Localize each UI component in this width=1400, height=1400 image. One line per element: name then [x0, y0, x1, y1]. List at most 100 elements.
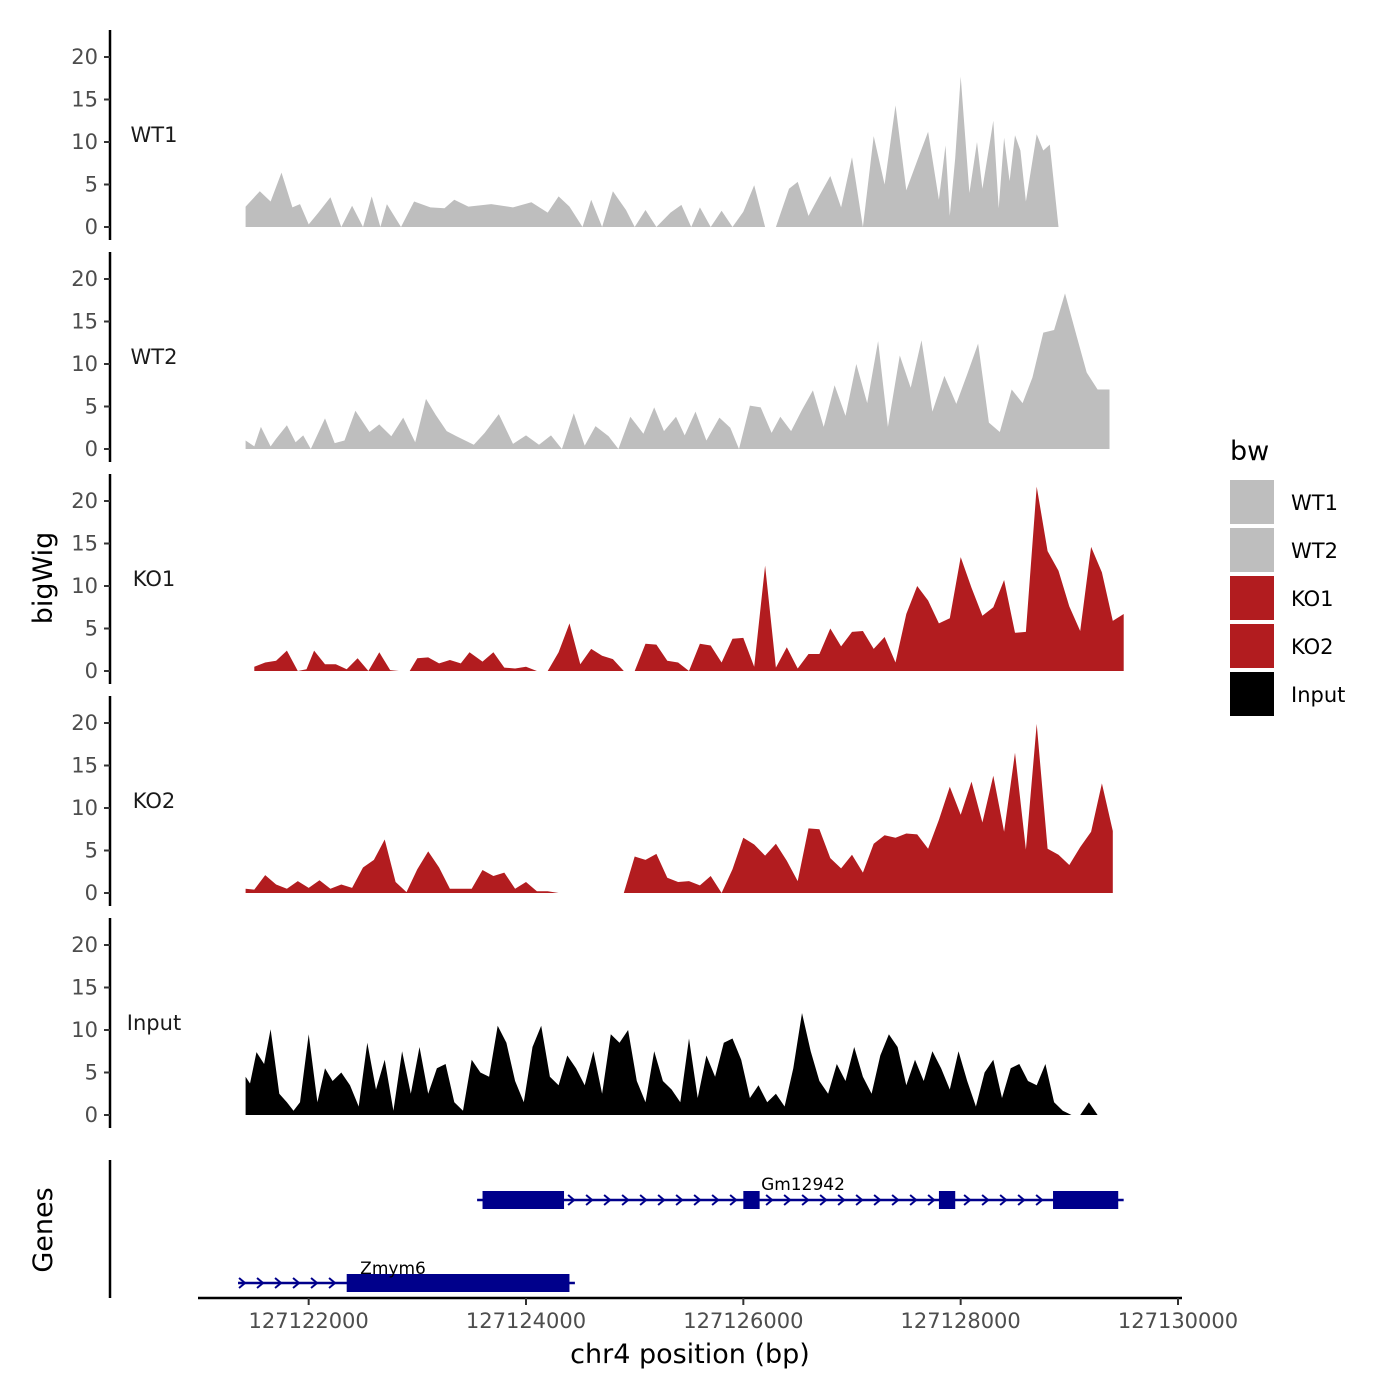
y-tick-label: 10 — [71, 1018, 98, 1042]
track-label-WT2: WT2 — [131, 345, 178, 369]
y-tick-label: 5 — [85, 395, 98, 419]
y-tick-label: 5 — [85, 617, 98, 641]
legend-label-WT2: WT2 — [1291, 539, 1338, 563]
strand-arrow — [891, 1194, 900, 1206]
legend-key-Input — [1230, 672, 1274, 716]
legend: bw WT1 WT2 KO1 KO2 Input — [1230, 436, 1345, 716]
y-tick-label: 20 — [71, 267, 98, 291]
track-label-Input: Input — [127, 1011, 181, 1035]
coverage-tracks: 0 5 10 15 20 WT1 0 5 10 15 20 WT2 0 5 10 15 20 KO1 0 5 10 15 2… — [71, 30, 1130, 1128]
strand-arrow — [783, 1194, 792, 1206]
y-tick-label: 15 — [71, 532, 98, 556]
y-tick-label: 0 — [85, 881, 98, 905]
gene-label-Gm12942: Gm12942 — [761, 1175, 845, 1195]
x-tick-label: 127130000 — [1118, 1309, 1238, 1333]
strand-arrow — [256, 1277, 265, 1289]
y-axis-title: bigWig — [28, 532, 59, 625]
strand-arrow — [837, 1194, 846, 1206]
strand-arrow — [238, 1277, 247, 1289]
y-tick-label: 20 — [71, 45, 98, 69]
strand-arrow — [657, 1194, 666, 1206]
legend-label-WT1: WT1 — [1291, 491, 1338, 515]
strand-arrow — [585, 1194, 594, 1206]
area-WT1 — [245, 76, 1130, 227]
track-label-KO1: KO1 — [133, 567, 176, 591]
track-Input: 0 5 10 15 20 Input — [71, 918, 1116, 1128]
y-tick-label: 15 — [71, 976, 98, 1000]
strand-arrow — [711, 1194, 720, 1206]
track-WT2: 0 5 10 15 20 WT2 — [71, 252, 1110, 462]
gene-Zmym6: Zmym6 — [238, 1259, 575, 1292]
y-tick-label: 15 — [71, 88, 98, 112]
legend-title: bw — [1230, 436, 1269, 467]
exon — [743, 1191, 760, 1209]
strand-arrow — [909, 1194, 918, 1206]
strand-arrow — [310, 1277, 319, 1289]
y-tick-label: 0 — [85, 1103, 98, 1127]
y-tick-label: 10 — [71, 574, 98, 598]
track-KO1: 0 5 10 15 20 KO1 — [71, 474, 1124, 684]
area-Input — [245, 1013, 1116, 1115]
strand-arrow — [963, 1194, 972, 1206]
legend-label-Input: Input — [1291, 683, 1345, 707]
exon — [1053, 1191, 1119, 1209]
legend-key-WT1 — [1230, 480, 1274, 524]
y-tick-label: 15 — [71, 754, 98, 778]
y-tick-label: 10 — [71, 796, 98, 820]
exon — [482, 1191, 565, 1209]
track-label-KO2: KO2 — [133, 789, 176, 813]
y-tick-label: 10 — [71, 130, 98, 154]
legend-key-KO2 — [1230, 624, 1274, 668]
exon — [346, 1274, 570, 1292]
gene-label-Zmym6: Zmym6 — [360, 1259, 426, 1279]
track-label-WT1: WT1 — [131, 123, 178, 147]
strand-arrow — [1017, 1194, 1026, 1206]
legend-key-KO1 — [1230, 576, 1274, 620]
y-tick-label: 10 — [71, 352, 98, 376]
strand-arrow — [621, 1194, 630, 1206]
x-axis: 127122000 127124000 127126000 127128000 1271… — [198, 1296, 1238, 1333]
genes-axis-title: Genes — [28, 1187, 59, 1272]
y-tick-label: 0 — [85, 215, 98, 239]
y-tick-label: 20 — [71, 711, 98, 735]
area-WT2 — [245, 293, 1110, 449]
y-tick-label: 5 — [85, 839, 98, 863]
y-tick-label: 5 — [85, 1061, 98, 1085]
area-KO1 — [254, 486, 1124, 671]
strand-arrow — [639, 1194, 648, 1206]
strand-arrow — [729, 1194, 738, 1206]
legend-key-WT2 — [1230, 528, 1274, 572]
strand-arrow — [567, 1194, 576, 1206]
y-tick-label: 20 — [71, 489, 98, 513]
y-tick-label: 0 — [85, 437, 98, 461]
x-tick-label: 127126000 — [683, 1309, 803, 1333]
area-KO2 — [245, 723, 1113, 893]
strand-arrow — [927, 1194, 936, 1206]
x-tick-label: 127124000 — [466, 1309, 586, 1333]
y-tick-label: 15 — [71, 310, 98, 334]
strand-arrow — [603, 1194, 612, 1206]
strand-arrow — [855, 1194, 864, 1206]
legend-label-KO1: KO1 — [1291, 587, 1334, 611]
strand-arrow — [981, 1194, 990, 1206]
strand-arrow — [675, 1194, 684, 1206]
strand-arrow — [819, 1194, 828, 1206]
y-tick-label: 5 — [85, 173, 98, 197]
x-tick-label: 127128000 — [901, 1309, 1021, 1333]
strand-arrow — [274, 1277, 283, 1289]
strand-arrow — [801, 1194, 810, 1206]
gene-Gm12942: Gm12942 — [477, 1175, 1124, 1209]
track-KO2: 0 5 10 15 20 KO2 — [71, 696, 1113, 906]
x-tick-label: 127122000 — [249, 1309, 369, 1333]
legend-label-KO2: KO2 — [1291, 635, 1334, 659]
strand-arrow — [328, 1277, 337, 1289]
y-tick-label: 0 — [85, 659, 98, 683]
strand-arrow — [873, 1194, 882, 1206]
strand-arrow — [999, 1194, 1008, 1206]
track-WT1: 0 5 10 15 20 WT1 — [71, 30, 1130, 240]
gene-track: Zmym6 Gm12942 — [108, 1160, 1124, 1298]
strand-arrow — [292, 1277, 301, 1289]
strand-arrow — [693, 1194, 702, 1206]
x-axis-title: chr4 position (bp) — [570, 1339, 810, 1370]
